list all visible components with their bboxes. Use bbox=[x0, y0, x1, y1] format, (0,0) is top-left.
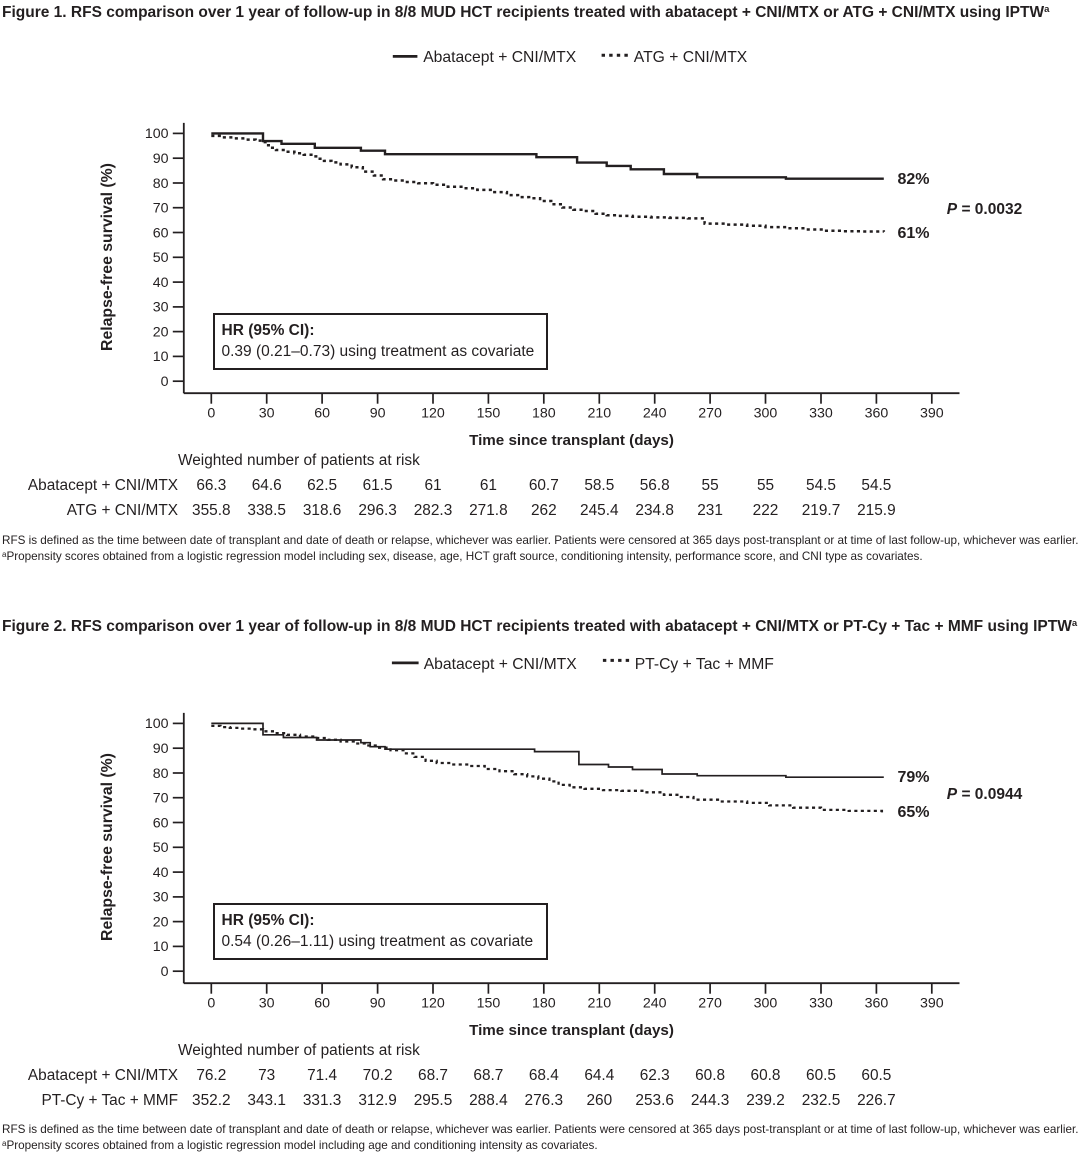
svg-text:360: 360 bbox=[865, 996, 889, 1012]
svg-text:100: 100 bbox=[145, 126, 169, 142]
svg-text:180: 180 bbox=[532, 996, 556, 1012]
svg-text:390: 390 bbox=[920, 996, 944, 1012]
svg-text:270: 270 bbox=[698, 996, 722, 1012]
svg-text:0: 0 bbox=[207, 406, 215, 422]
svg-text:60: 60 bbox=[314, 996, 330, 1012]
svg-text:70: 70 bbox=[153, 201, 169, 217]
svg-text:60: 60 bbox=[314, 406, 330, 422]
svg-text:120: 120 bbox=[421, 406, 445, 422]
svg-text:20: 20 bbox=[153, 324, 169, 340]
svg-text:210: 210 bbox=[587, 406, 611, 422]
svg-text:270: 270 bbox=[698, 406, 722, 422]
svg-text:90: 90 bbox=[153, 151, 169, 167]
svg-text:60: 60 bbox=[153, 815, 169, 831]
svg-text:330: 330 bbox=[809, 406, 833, 422]
svg-text:30: 30 bbox=[259, 406, 275, 422]
svg-text:80: 80 bbox=[153, 176, 169, 192]
svg-text:210: 210 bbox=[587, 996, 611, 1012]
svg-text:70: 70 bbox=[153, 791, 169, 807]
svg-text:30: 30 bbox=[259, 996, 275, 1012]
svg-text:390: 390 bbox=[920, 406, 944, 422]
svg-text:0: 0 bbox=[161, 374, 169, 390]
svg-text:10: 10 bbox=[153, 939, 169, 955]
svg-text:360: 360 bbox=[865, 406, 889, 422]
svg-text:0: 0 bbox=[207, 996, 215, 1012]
svg-text:240: 240 bbox=[643, 406, 667, 422]
svg-text:10: 10 bbox=[153, 349, 169, 365]
svg-text:150: 150 bbox=[477, 996, 501, 1012]
svg-text:90: 90 bbox=[370, 996, 386, 1012]
svg-text:300: 300 bbox=[754, 996, 778, 1012]
svg-text:330: 330 bbox=[809, 996, 833, 1012]
svg-text:60: 60 bbox=[153, 225, 169, 241]
svg-text:40: 40 bbox=[153, 275, 169, 291]
svg-text:90: 90 bbox=[153, 741, 169, 757]
svg-text:0: 0 bbox=[161, 964, 169, 980]
svg-text:30: 30 bbox=[153, 890, 169, 906]
svg-text:80: 80 bbox=[153, 766, 169, 782]
svg-text:30: 30 bbox=[153, 300, 169, 316]
svg-text:180: 180 bbox=[532, 406, 556, 422]
svg-text:100: 100 bbox=[145, 716, 169, 732]
svg-text:240: 240 bbox=[643, 996, 667, 1012]
svg-text:120: 120 bbox=[421, 996, 445, 1012]
svg-text:50: 50 bbox=[153, 840, 169, 856]
svg-text:20: 20 bbox=[153, 914, 169, 930]
svg-text:50: 50 bbox=[153, 250, 169, 266]
svg-text:40: 40 bbox=[153, 865, 169, 881]
svg-text:300: 300 bbox=[754, 406, 778, 422]
svg-text:90: 90 bbox=[370, 406, 386, 422]
svg-text:150: 150 bbox=[477, 406, 501, 422]
